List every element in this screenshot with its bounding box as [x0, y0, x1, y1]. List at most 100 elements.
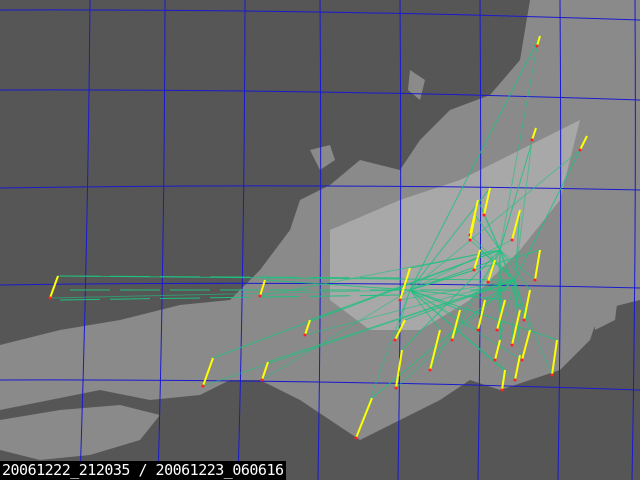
meridian-line — [397, 0, 402, 480]
link-line — [409, 239, 513, 291]
meteor-track — [355, 397, 373, 439]
meteor-track — [261, 361, 269, 381]
meteor-track-end — [550, 373, 554, 377]
meridian-line — [317, 0, 322, 480]
link-line — [499, 45, 538, 251]
meteor-track — [534, 249, 541, 281]
link-line — [409, 149, 581, 291]
meteor-track-end — [500, 388, 504, 392]
link-line — [499, 249, 536, 281]
meteor-track — [259, 279, 266, 297]
island — [408, 70, 425, 100]
meteor-track-end — [510, 343, 514, 347]
link-line — [59, 275, 401, 279]
meteor-track-end — [522, 318, 526, 322]
meteor-track — [49, 275, 59, 299]
meteor-track-end — [535, 44, 539, 48]
link-line — [261, 289, 411, 381]
meteor-track — [487, 259, 496, 283]
link-line — [394, 289, 411, 341]
link-line — [474, 214, 501, 251]
link-line — [267, 279, 516, 363]
meteor-track — [511, 209, 521, 241]
meridian-line — [237, 0, 246, 480]
meteor-track-end — [530, 138, 534, 142]
link-line — [264, 279, 411, 291]
link-line — [499, 249, 503, 391]
meridian-line — [631, 0, 636, 480]
meteor-track — [496, 299, 506, 331]
parallel-line — [0, 185, 640, 191]
meteor-track-end — [468, 238, 472, 242]
meteor-track — [579, 135, 588, 151]
link-line — [409, 289, 461, 311]
link-line — [514, 279, 525, 321]
meteor-track-end — [495, 328, 499, 332]
meteor-track — [451, 309, 461, 341]
meteor-tracks — [48, 35, 588, 440]
meteor-track — [531, 127, 537, 141]
meteor-track-end — [258, 294, 262, 298]
link-line — [409, 259, 496, 291]
meteor-track-end — [394, 386, 398, 390]
link-line — [514, 135, 588, 281]
meteor-track — [304, 319, 311, 336]
meteor-track — [551, 339, 558, 376]
meteor-track-end — [393, 338, 397, 342]
meteor-track-end — [201, 384, 205, 388]
meteor-track — [511, 309, 521, 346]
meteor-track — [477, 299, 486, 331]
meteor-track — [514, 354, 521, 381]
meteor-track-end — [520, 358, 524, 362]
meteor-track — [501, 369, 506, 391]
meridian-line — [157, 0, 166, 480]
meteor-track-end — [303, 333, 307, 337]
meteor-track-end — [476, 328, 480, 332]
meridian-line — [79, 0, 91, 480]
meteor-track-end — [513, 378, 517, 382]
link-line — [511, 279, 516, 346]
link-line — [477, 199, 501, 251]
station-link-lines — [49, 35, 588, 439]
meteor-track — [469, 214, 476, 241]
meteor-track-end — [48, 296, 52, 300]
meteor-track — [523, 289, 531, 321]
meteor-track — [429, 329, 441, 371]
link-line — [401, 249, 501, 351]
meteor-track-end — [472, 268, 476, 272]
meteor-track — [536, 35, 541, 47]
link-line — [499, 249, 531, 291]
meteor-track — [473, 249, 481, 271]
peninsula — [310, 145, 335, 170]
link-line — [409, 35, 541, 291]
timestamp-label: 20061222_212035 / 20061223_060616 — [0, 461, 286, 480]
link-line — [499, 127, 537, 251]
meteor-track-end — [510, 238, 514, 242]
link-line — [409, 289, 523, 361]
link-line — [371, 279, 516, 399]
meteor-track — [521, 329, 531, 361]
meridian-line — [557, 0, 562, 480]
link-line — [59, 294, 401, 301]
meridian-line — [477, 0, 482, 480]
parallel-line — [0, 89, 640, 101]
meteor-track-end — [260, 378, 264, 382]
meteor-track — [483, 187, 491, 216]
link-line — [409, 289, 558, 341]
meteor-track — [394, 319, 406, 341]
boso — [590, 270, 620, 330]
link-line — [404, 279, 516, 321]
link-line — [429, 249, 501, 371]
meteor-track-end — [533, 278, 537, 282]
meteor-track — [399, 267, 411, 301]
parallel-line — [0, 379, 640, 391]
meteor-track-end — [428, 368, 432, 372]
meteor-track-end — [486, 280, 490, 284]
parallel-line — [0, 9, 640, 21]
meteor-track — [494, 339, 501, 361]
link-line — [49, 289, 411, 299]
link-line — [304, 279, 516, 336]
meteor-track-end — [450, 338, 454, 342]
meteor-track — [395, 349, 403, 389]
